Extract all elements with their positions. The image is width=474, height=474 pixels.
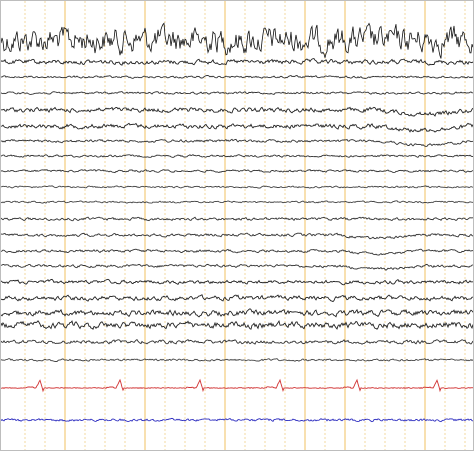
eeg-trace: [0, 154, 474, 158]
eeg-trace: [0, 122, 474, 133]
respiration-trace: [0, 417, 474, 423]
eeg-trace: [0, 185, 474, 189]
eeg-trace: [0, 169, 474, 174]
eeg-trace: [0, 58, 474, 66]
traces: [0, 22, 474, 423]
eeg-trace: [0, 358, 474, 362]
eeg-trace: [0, 338, 474, 345]
eeg-trace: [0, 22, 474, 59]
eeg-trace: [0, 308, 474, 318]
eeg-trace: [0, 232, 474, 240]
eeg-trace: [0, 294, 474, 303]
eeg-trace: [0, 263, 474, 271]
eeg-trace: [0, 278, 474, 286]
eeg-trace: [0, 248, 474, 256]
ecg-trace: [1, 378, 474, 393]
time-grid: [24, 1, 466, 450]
eeg-trace: [0, 74, 474, 79]
eeg-trace: [0, 138, 474, 147]
eeg-trace: [0, 91, 473, 96]
eeg-trace: [0, 320, 474, 330]
eeg-trace: [0, 216, 474, 222]
eeg-trace: [0, 200, 473, 204]
eeg-trace: [0, 106, 474, 117]
